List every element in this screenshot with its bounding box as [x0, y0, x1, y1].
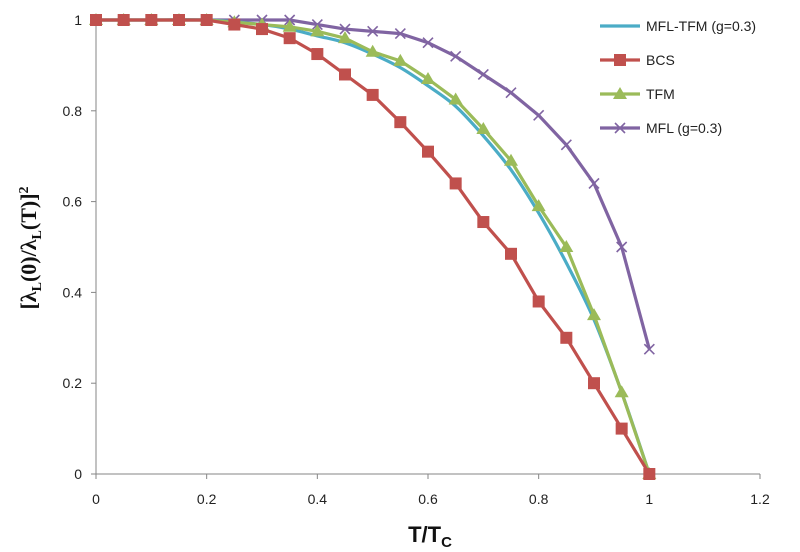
- data-point-bcs: [283, 32, 296, 45]
- data-point-bcs: [200, 14, 213, 26]
- data-point-mfl-g-0-3: [339, 23, 351, 35]
- legend-label: TFM: [646, 86, 675, 102]
- x-tick-label: 0.4: [308, 491, 328, 507]
- data-point-bcs: [256, 23, 268, 36]
- y-tick-label: 0: [74, 466, 82, 482]
- data-point-bcs: [532, 295, 545, 308]
- series-tfm: [89, 13, 657, 479]
- x-tick-label: 0.6: [418, 491, 438, 507]
- series-bcs: [90, 14, 656, 480]
- data-point-tfm: [476, 121, 491, 134]
- data-point-tfm: [448, 92, 463, 105]
- data-point-mfl-g-0-3: [643, 343, 655, 355]
- data-point-mfl-g-0-3: [477, 68, 489, 81]
- legend-entry-mfl-tfm-g-0-3: MFL-TFM (g=0.3): [600, 18, 756, 34]
- y-tick-label: 0.4: [63, 284, 83, 300]
- data-point-bcs: [90, 14, 102, 26]
- data-point-tfm: [393, 53, 408, 66]
- data-point-mfl-g-0-3: [394, 28, 406, 40]
- data-point-mfl-g-0-3: [533, 109, 545, 121]
- x-axis-title-subscript: C: [441, 534, 452, 551]
- data-point-mfl-g-0-3: [367, 25, 379, 37]
- series-layer: [89, 13, 657, 480]
- series-line-mfl-g-0-3: [96, 18, 651, 350]
- legend-marker: [613, 87, 627, 99]
- data-point-tfm: [587, 308, 601, 321]
- y-tick-label: 1: [74, 12, 82, 28]
- x-tick-label: 0.2: [197, 491, 217, 507]
- data-point-tfm: [338, 31, 352, 44]
- data-point-bcs: [394, 116, 407, 129]
- legend-entry-bcs: BCS: [600, 52, 675, 68]
- data-point-mfl-g-0-3: [588, 177, 600, 190]
- data-point-bcs: [145, 14, 158, 26]
- data-point-mfl-g-0-3: [505, 87, 517, 99]
- legend: MFL-TFM (g=0.3) BCS TFM MFL (g=0.3): [600, 18, 756, 136]
- legend-entry-tfm: TFM: [600, 86, 675, 102]
- y-tick-label: 0.2: [63, 375, 83, 391]
- data-point-mfl-g-0-3: [616, 241, 628, 253]
- data-point-tfm: [365, 44, 380, 57]
- data-point-bcs: [449, 177, 462, 190]
- legend-label: BCS: [646, 52, 675, 68]
- data-point-bcs: [477, 216, 490, 229]
- legend-entry-mfl-g-0-3: MFL (g=0.3): [600, 120, 722, 136]
- y-tick-label: 0.8: [63, 103, 83, 119]
- x-tick-label: 0: [92, 491, 100, 507]
- y-tick-label: 0.6: [63, 194, 83, 210]
- data-point-tfm: [504, 153, 518, 166]
- legend-marker: [614, 54, 626, 66]
- x-tick-label: 1.2: [750, 491, 770, 507]
- data-point-tfm: [559, 240, 574, 252]
- legend-label: MFL-TFM (g=0.3): [646, 18, 756, 34]
- data-point-bcs: [173, 14, 185, 26]
- data-point-mfl-g-0-3: [450, 50, 462, 62]
- x-axis-title: T/TC: [408, 522, 452, 551]
- data-point-bcs: [505, 247, 517, 260]
- series-mfl-g-0-3: [90, 14, 655, 355]
- data-point-bcs: [643, 468, 656, 480]
- data-point-tfm: [614, 385, 629, 398]
- y-axis-title: [λL(0)/λL(T)]2: [16, 186, 45, 309]
- data-point-bcs: [422, 145, 434, 158]
- data-point-bcs: [588, 377, 600, 390]
- x-tick-label: 0.8: [529, 491, 549, 507]
- legend-marker: [614, 122, 626, 134]
- legend-label: MFL (g=0.3): [646, 120, 722, 136]
- axes: 0 0.2 0.4 0.6 0.8 1 0 0.2 0.4 0.6 0.8 1 1.2: [63, 12, 770, 507]
- x-tick-label: 1: [645, 491, 653, 507]
- data-point-mfl-g-0-3: [422, 37, 434, 49]
- data-point-tfm: [310, 24, 325, 37]
- data-point-bcs: [366, 88, 379, 101]
- data-point-bcs: [339, 68, 351, 81]
- data-point-tfm: [531, 199, 546, 212]
- data-point-bcs: [311, 48, 324, 61]
- data-point-bcs: [560, 331, 573, 344]
- data-point-tfm: [282, 19, 297, 32]
- data-point-bcs: [228, 18, 241, 31]
- data-point-mfl-g-0-3: [560, 139, 572, 151]
- data-point-tfm: [421, 72, 435, 85]
- data-point-bcs: [615, 422, 628, 435]
- data-point-bcs: [117, 14, 130, 26]
